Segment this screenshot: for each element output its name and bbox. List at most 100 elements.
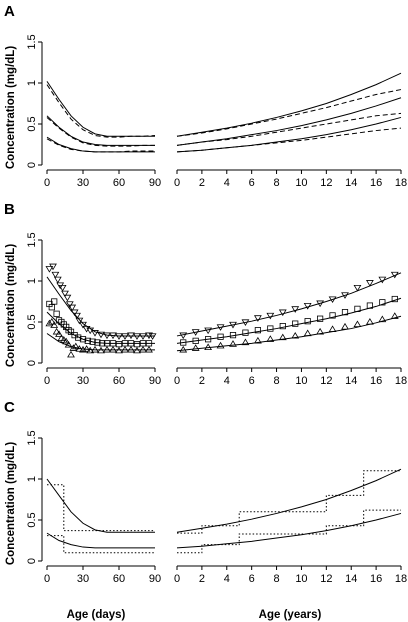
data-point-square [53,310,60,317]
data-point-triangle-down [70,309,79,317]
data-point-triangle-up [139,345,147,353]
data-point-square [329,312,336,319]
data-point-triangle-down [378,276,387,284]
data-point-triangle-up [241,338,250,346]
data-point-triangle-down [328,296,337,304]
data-point-triangle-up [67,350,75,358]
data-point-square [229,332,237,339]
x-tick-label: 10 [295,177,307,189]
fit-line [176,297,402,344]
y-tick-label: 1.5 [26,34,38,49]
series-step-dotted [47,535,155,554]
data-point-triangle-up [91,345,99,353]
data-point-square [217,333,224,340]
data-point-square [279,322,286,330]
data-point-triangle-down [365,280,374,287]
x-tick-label: 10 [295,573,307,585]
series-line-dashed [46,138,155,153]
y-tick-label: 0.5 [26,314,38,329]
data-point-square [84,337,91,344]
data-point-triangle-down [216,324,225,331]
x-tick-label: 14 [345,573,357,585]
data-point-triangle-down [390,271,399,279]
data-point-triangle-up [82,345,91,352]
x-tick-label: 0 [174,375,180,387]
x-tick-label: 0 [44,375,50,387]
data-point-triangle-up [115,346,123,354]
data-point-triangle-up [266,335,275,342]
series-line [46,115,155,146]
data-point-triangle-down [179,332,188,340]
x-tick-label: 14 [345,177,357,189]
data-point-triangle-down [115,333,123,340]
series-line [176,116,402,153]
x-tick-label: 2 [199,177,205,189]
data-point-triangle-up [191,344,200,351]
data-point-triangle-down [63,294,72,302]
y-tick-label: 0 [26,558,38,564]
data-point-triangle-up [390,312,399,319]
y-tick-label: 0 [26,162,38,168]
data-point-triangle-down [75,317,84,325]
x-tick-label: 8 [273,573,279,585]
data-point-triangle-up [45,319,54,327]
panel-b: B Concentration (mg/dL) 0 0.5 1 1.5 0 30 60 90 0 2 4… [4,201,407,387]
fit-line [46,311,155,344]
data-point-triangle-down [204,327,213,335]
x-tick-label: 14 [345,375,357,387]
data-point-triangle-down [241,319,250,326]
x-tick-label: 2 [199,375,205,387]
data-point-triangle-up [57,334,66,342]
data-point-triangle-down [97,331,105,339]
data-point-triangle-down [127,332,135,340]
data-point-square [354,305,361,312]
x-tick-label: 60 [113,177,125,189]
data-point-triangle-down [73,312,81,320]
x-tick-label: 4 [224,375,230,387]
data-point-triangle-down [49,263,57,271]
data-point-triangle-down [121,333,129,340]
x-tick-label: 6 [249,573,255,585]
x-tick-label: 30 [77,375,89,387]
series-step-dotted [47,484,155,532]
data-point-square [192,337,199,344]
data-point-triangle-up [303,329,312,337]
data-point-triangle-up [71,342,80,350]
data-point-square [341,309,349,316]
data-point-square [254,327,261,334]
data-point-square [99,340,106,347]
data-point-triangle-down [58,284,67,292]
series-line [46,81,155,137]
data-point-triangle-up [378,315,387,323]
series-line-dashed [176,127,402,153]
series-line [176,468,402,533]
data-point-triangle-up [133,346,141,354]
data-point-triangle-up [341,322,349,330]
x-tick-label: 16 [370,573,382,585]
data-point-triangle-down [103,332,111,340]
y-axis-title: Concentration (mg/dL) [5,244,17,367]
data-point-triangle-up [278,333,287,341]
data-point-triangle-up [365,318,374,325]
x-tick-label: 10 [295,375,307,387]
x-tick-label: 16 [370,177,382,189]
data-point-square [292,320,299,327]
y-tick-label: 1.5 [26,430,38,445]
x-tick-label: 16 [370,375,382,387]
data-point-triangle-down [65,301,74,308]
panel-letter: B [4,201,15,218]
data-point-triangle-down [91,330,99,337]
data-point-triangle-down [68,304,77,312]
x-tick-label: 6 [249,375,255,387]
data-point-triangle-up [50,321,59,328]
data-point-square [75,334,82,341]
y-tick-label: 1 [26,80,38,86]
x-tick-label: 12 [320,573,332,585]
x-tick-label: 30 [77,177,89,189]
series-line [176,97,402,146]
data-point-triangle-down [303,302,312,310]
data-point-triangle-down [109,332,117,340]
series-line [176,72,402,137]
data-point-triangle-down [61,290,69,298]
